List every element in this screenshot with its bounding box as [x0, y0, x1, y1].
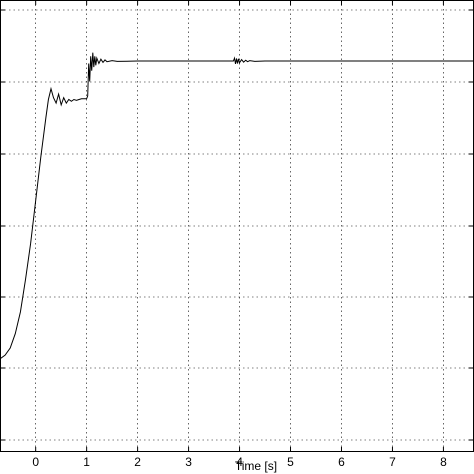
x-tick-label: 0: [32, 455, 39, 469]
x-tick-labels: 0 1 2 3 4 5 6 7 8: [32, 455, 447, 469]
x-tick-label: 7: [389, 455, 396, 469]
x-tick-label: 5: [287, 455, 294, 469]
series-line: [0, 52, 474, 360]
x-tick-label: 1: [83, 455, 90, 469]
x-axis-label: Time [s]: [235, 459, 277, 473]
x-tick-label: 3: [185, 455, 192, 469]
x-tick-label: 6: [338, 455, 345, 469]
x-tick-label: 8: [440, 455, 447, 469]
axis-ticks: [0, 0, 474, 452]
grid-lines: [0, 0, 474, 452]
plot-area-frame: [0, 0, 474, 452]
x-tick-label: 4: [236, 455, 243, 469]
x-tick-label: 2: [134, 455, 141, 469]
